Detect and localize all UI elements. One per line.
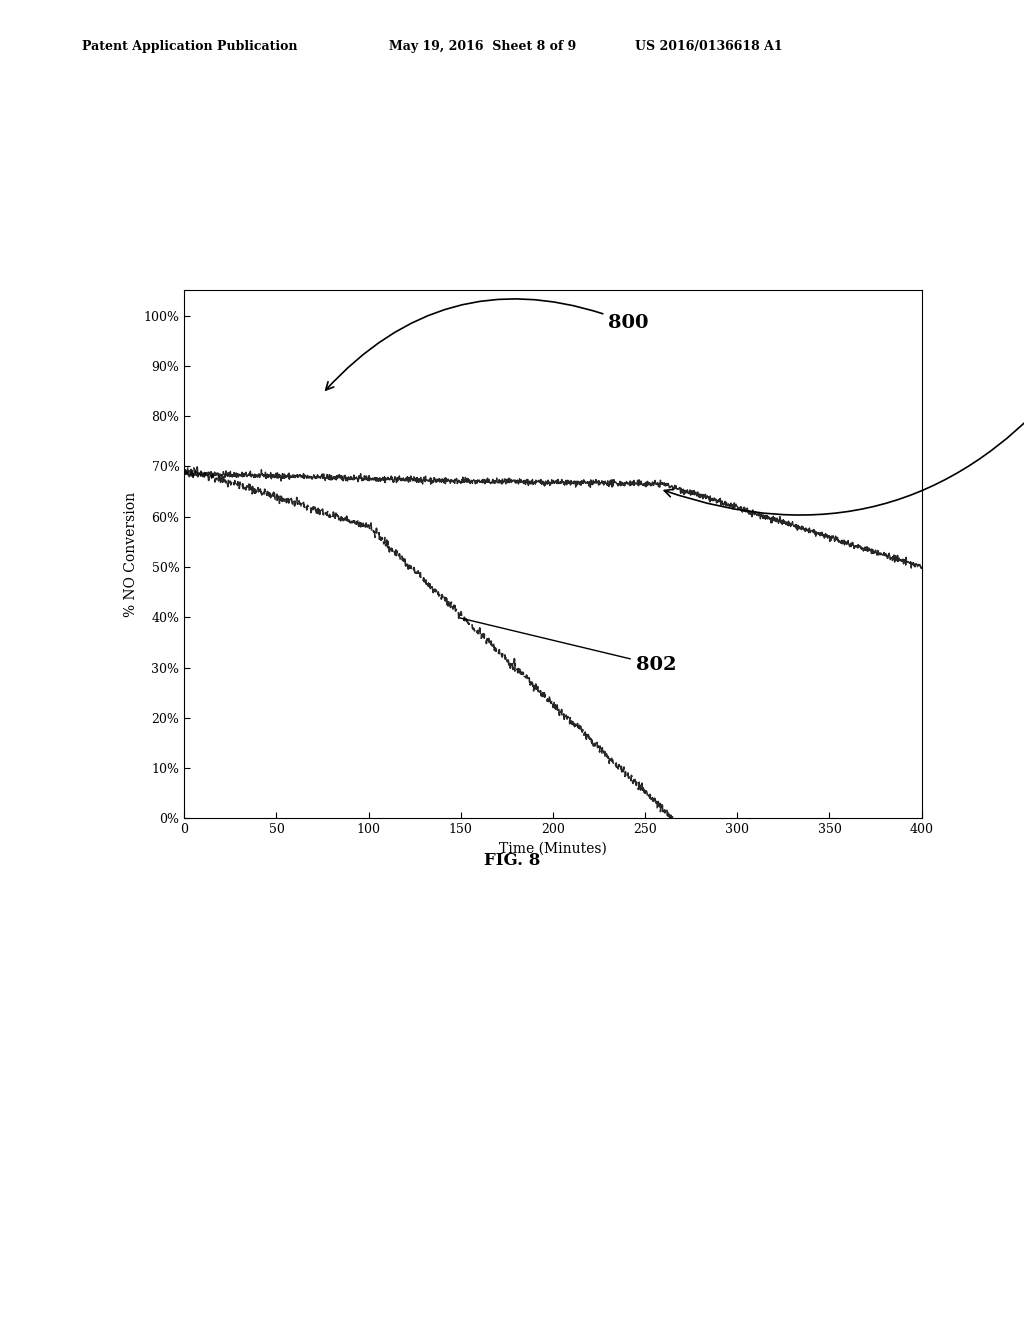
X-axis label: Time (Minutes): Time (Minutes) (499, 842, 607, 855)
Text: FIG. 8: FIG. 8 (483, 851, 541, 869)
Text: 804: 804 (665, 364, 1024, 515)
Y-axis label: % NO Conversion: % NO Conversion (124, 492, 138, 616)
Text: 802: 802 (460, 618, 677, 675)
Text: 800: 800 (326, 298, 649, 389)
Text: US 2016/0136618 A1: US 2016/0136618 A1 (635, 40, 782, 53)
Text: Patent Application Publication: Patent Application Publication (82, 40, 297, 53)
Text: May 19, 2016  Sheet 8 of 9: May 19, 2016 Sheet 8 of 9 (389, 40, 577, 53)
